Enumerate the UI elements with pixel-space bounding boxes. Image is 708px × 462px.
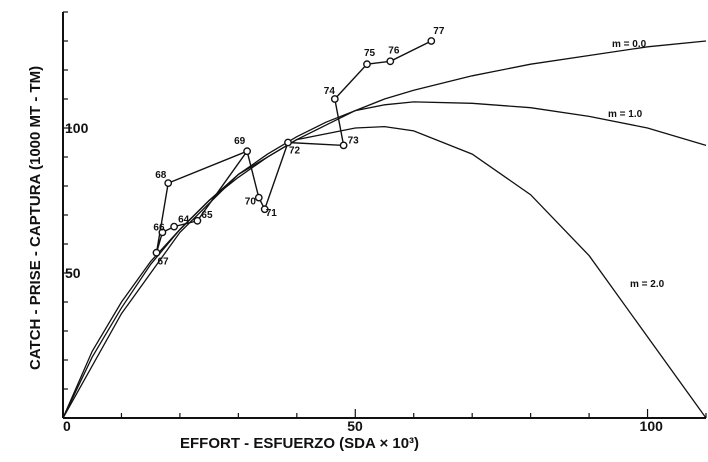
observed-label-76: 76 xyxy=(388,45,400,56)
observed-label-71: 71 xyxy=(266,208,278,219)
observed-point-66 xyxy=(158,228,167,237)
observed-label-74: 74 xyxy=(324,86,336,97)
observed-label-72: 72 xyxy=(289,146,301,157)
x-tick-label: 50 xyxy=(347,418,363,434)
label-m1: m = 1.0 xyxy=(608,109,643,120)
model-curve-0 xyxy=(62,40,707,419)
observed-label-77: 77 xyxy=(433,26,445,37)
observed-path-1 xyxy=(246,40,432,211)
observed-point-71 xyxy=(260,205,269,214)
label-m2: m = 2.0 xyxy=(630,279,665,290)
tick-labels: 0 50 100 50 100 xyxy=(63,120,663,434)
model-curve-labels: m = 0.0 m = 1.0 m = 2.0 xyxy=(608,39,665,290)
observed-point-67 xyxy=(152,248,161,257)
x-tick-label: 0 xyxy=(63,418,71,434)
observed-point-65 xyxy=(193,216,202,225)
observed-label-67: 67 xyxy=(158,257,170,268)
observed-point-73 xyxy=(339,141,348,150)
observed-point-69 xyxy=(243,147,252,156)
observed-series: 64 65 66 67 68 69 70 71 72 73 74 75 76 77 xyxy=(152,26,445,268)
model-curves xyxy=(62,40,707,419)
observed-point-77 xyxy=(427,37,436,45)
observed-point-64 xyxy=(170,222,179,231)
x-axis-title: EFFORT - ESFUERZO (SDA × 10³) xyxy=(180,435,419,452)
y-tick-label: 50 xyxy=(65,265,81,281)
model-curve-1 xyxy=(62,101,707,419)
observed-point-76 xyxy=(386,57,395,66)
observed-label-64: 64 xyxy=(178,215,190,226)
y-tick-label: 100 xyxy=(65,120,89,136)
observed-label-70: 70 xyxy=(245,197,257,208)
y-axis-title: CATCH - PRISE - CAPTURA (1000 MT - TM) xyxy=(27,66,44,370)
axes: 0 50 100 50 100 xyxy=(62,11,707,434)
observed-point-74 xyxy=(330,95,339,103)
observed-label-68: 68 xyxy=(155,170,167,181)
observed-point-75 xyxy=(363,60,371,69)
observed-path-0 xyxy=(155,149,250,253)
observed-label-66: 66 xyxy=(153,222,165,233)
observed-label-75: 75 xyxy=(364,48,376,59)
model-curve-2 xyxy=(62,125,707,419)
observed-label-73: 73 xyxy=(348,135,360,146)
observed-point-68 xyxy=(164,179,173,188)
label-m0: m = 0.0 xyxy=(612,39,647,50)
x-tick-label: 100 xyxy=(640,418,664,434)
observed-point-72 xyxy=(284,138,292,147)
observed-point-70 xyxy=(254,193,263,202)
observed-label-65: 65 xyxy=(201,210,213,221)
observed-label-69: 69 xyxy=(234,136,246,147)
ticks xyxy=(63,11,707,418)
